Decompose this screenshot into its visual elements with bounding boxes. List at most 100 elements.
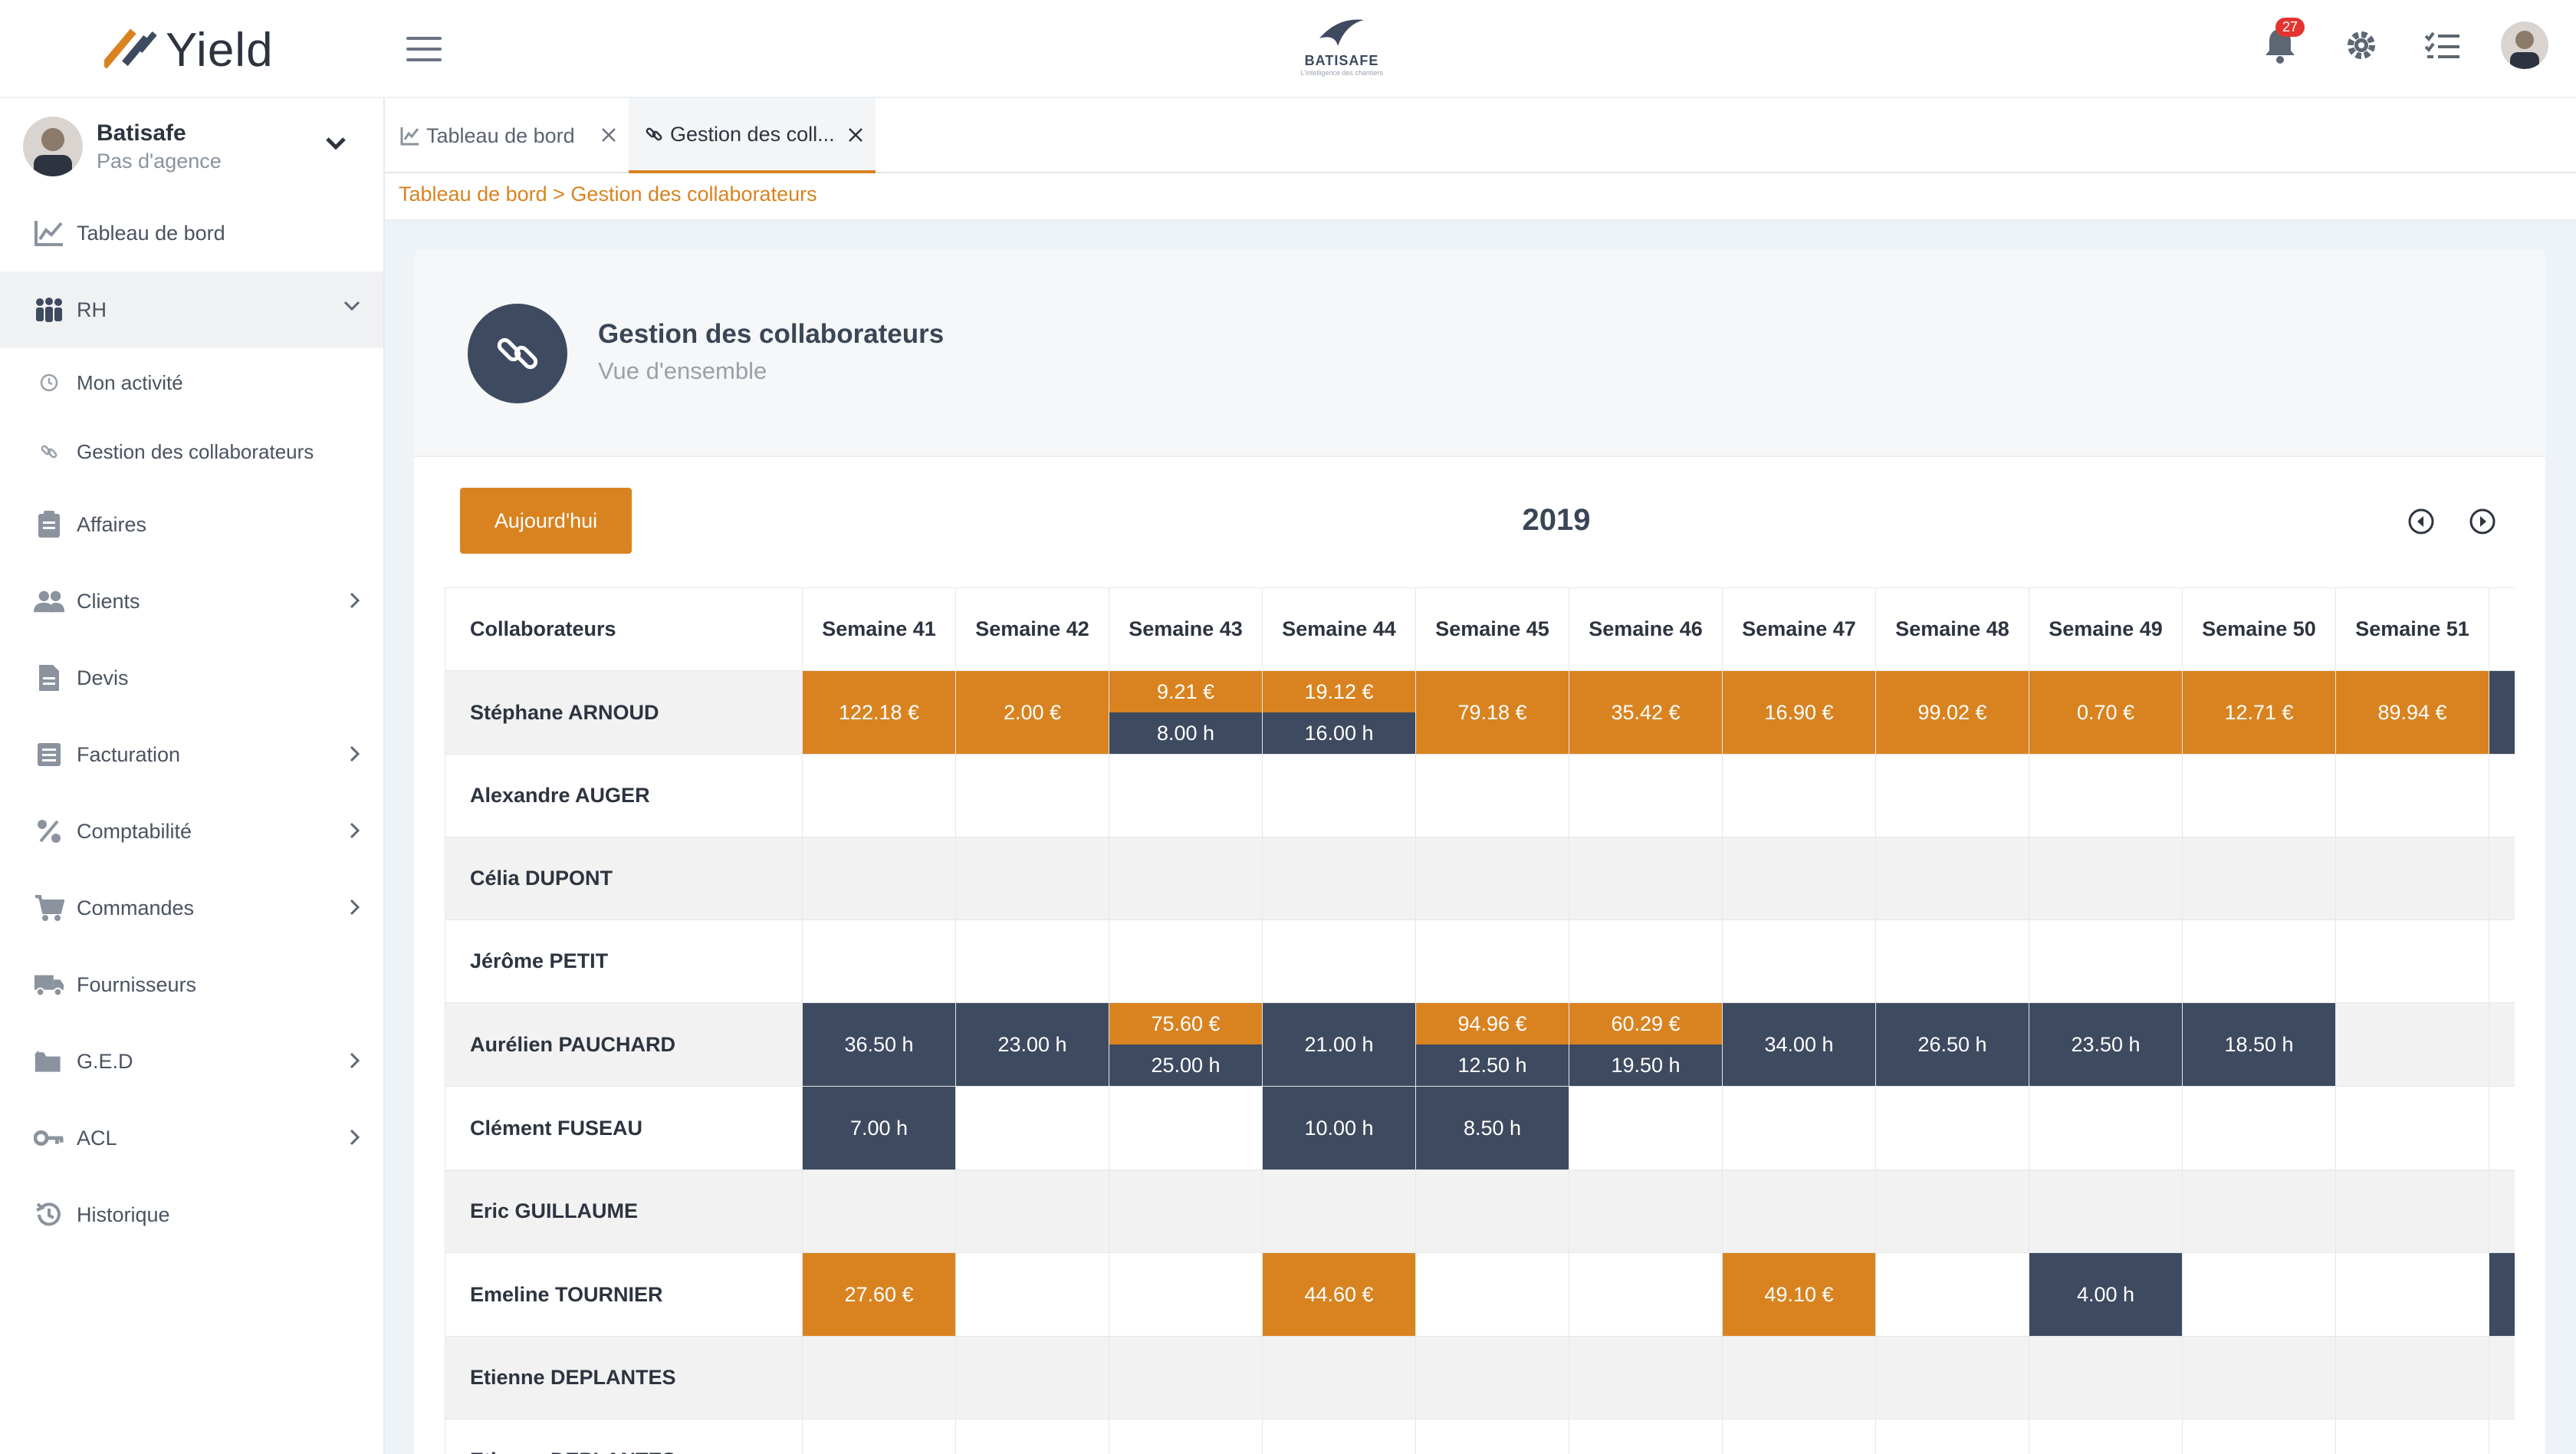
week-cell[interactable] [955,754,1109,837]
week-cell[interactable]: 10.00 h [1262,1086,1416,1170]
week-cell[interactable] [1722,1419,1876,1454]
week-cell[interactable] [1722,1086,1876,1170]
week-cell[interactable] [1875,1086,2029,1170]
week-cell[interactable] [2182,1252,2336,1337]
collaborator-name[interactable]: Aurélien PAUCHARD [445,1002,803,1087]
week-cell[interactable] [1415,1252,1569,1337]
sidebar-item-facturation[interactable]: Facturation [0,716,383,793]
week-cell[interactable]: 9.21 €8.00 h [1109,670,1263,755]
week-cell[interactable] [1109,1336,1263,1419]
week-cell[interactable]: 8.50 h [1415,1086,1569,1170]
week-cell[interactable] [1569,1419,1723,1454]
week-cell[interactable]: 26.50 h [1875,1002,2029,1087]
week-cell[interactable] [1569,919,1723,1003]
today-button[interactable]: Aujourd'hui [460,488,632,554]
week-cell[interactable] [2335,754,2489,837]
week-cell[interactable] [1722,1169,1876,1253]
week-cell[interactable] [2335,1002,2489,1087]
sidebar-item-commandes[interactable]: Commandes [0,870,383,946]
week-cell[interactable]: 7.00 h [802,1086,956,1170]
week-cell[interactable] [1415,1169,1569,1253]
week-cell[interactable] [802,1336,956,1419]
collaborator-name[interactable]: Célia DUPONT [445,837,803,920]
week-cell[interactable]: 35.42 € [1569,670,1723,755]
week-cell[interactable] [1569,837,1723,920]
user-avatar-top[interactable] [2501,21,2548,69]
week-cell[interactable]: 75.60 €25.00 h [1109,1002,1263,1087]
collaborator-name[interactable]: Etienne DEPLANTES [445,1336,803,1419]
week-cell[interactable] [2182,1336,2336,1419]
close-icon[interactable] [600,126,618,144]
settings-button[interactable] [2338,22,2384,68]
collaborator-name[interactable]: Stéphane ARNOUD [445,670,803,755]
week-cell[interactable] [1722,754,1876,837]
week-cell[interactable] [2029,919,2183,1003]
week-cell[interactable] [1722,837,1876,920]
week-cell[interactable] [1875,1252,2029,1337]
week-cell[interactable]: 34.00 h [1722,1002,1876,1087]
week-cell[interactable]: 0.70 € [2029,670,2183,755]
week-cell[interactable]: 2.00 € [955,670,1109,755]
collaborator-name[interactable]: Alexandre AUGER [445,754,803,837]
collaborator-name[interactable]: Eric GUILLAUME [445,1169,803,1253]
week-cell[interactable] [1109,754,1263,837]
tasks-button[interactable] [2420,22,2466,68]
week-cell[interactable] [1109,1086,1263,1170]
week-cell[interactable] [2489,754,2515,837]
week-cell[interactable] [2335,1419,2489,1454]
close-icon[interactable] [846,126,865,144]
week-cell[interactable] [2489,1419,2515,1454]
week-cell[interactable]: 16.90 € [1722,670,1876,755]
week-cell[interactable] [1262,754,1416,837]
week-cell[interactable]: 18.50 h [2182,1002,2336,1087]
week-cell[interactable] [1875,1419,2029,1454]
week-cell[interactable] [2489,1086,2515,1170]
week-cell[interactable] [1875,837,2029,920]
collaborator-name[interactable]: Etienne DEPLANTES [445,1419,803,1454]
week-cell[interactable] [1415,1336,1569,1419]
sidebar-item-mon-activite[interactable]: Mon activité [0,348,383,417]
week-cell[interactable] [2335,919,2489,1003]
week-cell[interactable]: 36.50 h [802,1002,956,1087]
week-cell[interactable]: 21.00 h [1262,1002,1416,1087]
week-cell[interactable]: 4.00 h [2029,1252,2183,1337]
week-cell[interactable] [1109,1252,1263,1337]
notifications-button[interactable]: 27 [2257,18,2305,68]
sidebar-item-devis[interactable]: Devis [0,640,383,716]
app-logo[interactable]: Yield [104,23,274,77]
week-cell[interactable] [802,754,956,837]
sidebar-item-tableau-de-bord[interactable]: Tableau de bord [0,195,383,271]
week-cell[interactable] [2335,1169,2489,1253]
week-cell[interactable] [2335,1252,2489,1337]
week-cell[interactable] [2489,1169,2515,1253]
week-cell[interactable] [1262,1419,1416,1454]
week-cell[interactable]: 122.18 € [802,670,956,755]
week-cell[interactable] [1875,1169,2029,1253]
week-cell[interactable] [1722,1336,1876,1419]
collaborator-name[interactable]: Emeline TOURNIER [445,1252,803,1337]
week-cell[interactable] [2489,1336,2515,1419]
collaborator-name[interactable]: Clément FUSEAU [445,1086,803,1170]
week-cell[interactable] [2029,754,2183,837]
week-cell[interactable] [1569,1169,1723,1253]
week-cell[interactable] [2489,837,2515,920]
week-cell[interactable]: 27.60 € [802,1252,956,1337]
week-cell[interactable]: 60.29 €19.50 h [1569,1002,1723,1087]
week-cell[interactable] [1415,1419,1569,1454]
week-cell[interactable]: 94.96 €12.50 h [1415,1002,1569,1087]
week-cell[interactable] [1569,1252,1723,1337]
week-cell[interactable] [2335,1086,2489,1170]
week-cell[interactable] [802,1169,956,1253]
week-cell[interactable] [1109,837,1263,920]
week-cell[interactable] [802,919,956,1003]
user-switcher[interactable]: Batisafe Pas d'agence [0,98,383,195]
sidebar-item-affaires[interactable]: Affaires [0,486,383,563]
week-cell[interactable] [2029,1336,2183,1419]
sidebar-item-historique[interactable]: Historique [0,1176,383,1253]
week-cell[interactable] [1109,1419,1263,1454]
week-cell[interactable] [2182,1169,2336,1253]
sidebar-item-clients[interactable]: Clients [0,563,383,640]
week-cell[interactable] [1262,919,1416,1003]
week-cell[interactable]: 23.00 h [955,1002,1109,1087]
next-icon[interactable] [2469,508,2496,535]
